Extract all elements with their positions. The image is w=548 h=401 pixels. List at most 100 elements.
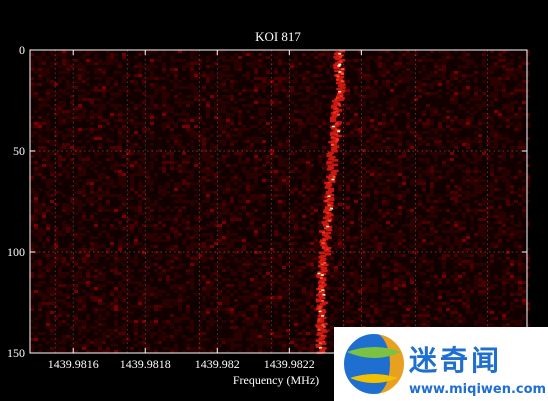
heatmap-noise-cell (382, 275, 386, 278)
heatmap-noise-cell (394, 128, 398, 131)
heatmap-noise-cell (446, 209, 450, 212)
heatmap-noise-cell (74, 59, 78, 62)
heatmap-noise-cell (414, 218, 418, 221)
heatmap-noise-cell (326, 242, 330, 245)
heatmap-noise-cell (374, 167, 378, 170)
heatmap-noise-cell (358, 302, 362, 305)
heatmap-noise-cell (110, 128, 114, 131)
heatmap-noise-cell (38, 116, 42, 119)
heatmap-noise-cell (206, 287, 210, 290)
heatmap-noise-cell (122, 236, 126, 239)
heatmap-noise-cell (394, 269, 398, 272)
heatmap-noise-cell (382, 188, 386, 191)
heatmap-noise-cell (42, 245, 46, 248)
heatmap-noise-cell (494, 317, 498, 320)
heatmap-noise-cell (54, 299, 58, 302)
heatmap-noise-cell (258, 113, 262, 116)
heatmap-noise-cell (178, 302, 182, 305)
heatmap-noise-cell (174, 254, 178, 257)
heatmap-noise-cell (202, 242, 206, 245)
heatmap-noise-cell (234, 239, 238, 242)
heatmap-noise-cell (38, 239, 42, 242)
heatmap-noise-cell (290, 209, 294, 212)
heatmap-noise-cell (434, 92, 438, 95)
heatmap-noise-cell (122, 308, 126, 311)
heatmap-noise-cell (402, 293, 406, 296)
heatmap-noise-cell (150, 74, 154, 77)
heatmap-noise-cell (266, 77, 270, 80)
heatmap-noise-cell (482, 116, 486, 119)
heatmap-noise-cell (342, 233, 346, 236)
heatmap-noise-cell (414, 146, 418, 149)
heatmap-noise-cell (494, 137, 498, 140)
heatmap-noise-cell (310, 158, 314, 161)
heatmap-noise-cell (34, 161, 38, 164)
heatmap-noise-cell (426, 296, 430, 299)
heatmap-noise-cell (246, 170, 250, 173)
heatmap-noise-cell (166, 185, 170, 188)
heatmap-noise-cell (214, 53, 218, 56)
heatmap-noise-cell (206, 173, 210, 176)
heatmap-noise-cell (298, 299, 302, 302)
heatmap-noise-cell (94, 275, 98, 278)
heatmap-noise-cell (390, 74, 394, 77)
heatmap-noise-cell (42, 254, 46, 257)
heatmap-noise-cell (198, 149, 202, 152)
heatmap-noise-cell (454, 194, 458, 197)
heatmap-noise-cell (378, 128, 382, 131)
heatmap-noise-cell (174, 59, 178, 62)
heatmap-noise-cell (94, 296, 98, 299)
heatmap-noise-cell (198, 209, 202, 212)
heatmap-noise-cell (146, 218, 150, 221)
heatmap-noise-cell (142, 254, 146, 257)
heatmap-noise-cell (114, 287, 118, 290)
heatmap-noise-cell (386, 131, 390, 134)
heatmap-noise-cell (34, 197, 38, 200)
heatmap-noise-cell (250, 212, 254, 215)
heatmap-noise-cell (346, 80, 350, 83)
heatmap-noise-cell (46, 317, 50, 320)
heatmap-noise-cell (94, 224, 98, 227)
heatmap-noise-cell (118, 146, 122, 149)
heatmap-noise-cell (110, 152, 114, 155)
heatmap-noise-cell (314, 110, 318, 113)
heatmap-noise-cell (166, 215, 170, 218)
heatmap-noise-cell (50, 107, 54, 110)
heatmap-noise-cell (50, 83, 54, 86)
heatmap-noise-cell (238, 260, 242, 263)
heatmap-noise-cell (426, 281, 430, 284)
heatmap-noise-cell (278, 260, 282, 263)
heatmap-noise-cell (74, 152, 78, 155)
heatmap-noise-cell (490, 71, 494, 74)
heatmap-noise-cell (190, 257, 194, 260)
heatmap-noise-cell (30, 59, 34, 62)
heatmap-noise-cell (106, 80, 110, 83)
heatmap-noise-cell (290, 89, 294, 92)
heatmap-noise-cell (98, 161, 102, 164)
heatmap-noise-cell (230, 107, 234, 110)
heatmap-noise-cell (386, 233, 390, 236)
heatmap-noise-cell (298, 74, 302, 77)
heatmap-noise-cell (366, 65, 370, 68)
heatmap-noise-cell (442, 107, 446, 110)
heatmap-noise-cell (54, 227, 58, 230)
heatmap-noise-cell (170, 89, 174, 92)
heatmap-noise-cell (362, 185, 366, 188)
heatmap-noise-cell (174, 83, 178, 86)
heatmap-noise-cell (122, 200, 126, 203)
heatmap-noise-cell (50, 173, 54, 176)
heatmap-noise-cell (362, 230, 366, 233)
heatmap-noise-cell (318, 161, 322, 164)
heatmap-noise-cell (518, 290, 522, 293)
heatmap-noise-cell (310, 230, 314, 233)
heatmap-noise-cell (410, 299, 414, 302)
heatmap-noise-cell (342, 77, 346, 80)
heatmap-noise-cell (170, 248, 174, 251)
heatmap-noise-cell (510, 263, 514, 266)
heatmap-noise-cell (430, 209, 434, 212)
heatmap-noise-cell (354, 134, 358, 137)
heatmap-noise-cell (498, 215, 502, 218)
heatmap-noise-cell (190, 71, 194, 74)
plot-area (29, 49, 530, 354)
heatmap-noise-cell (138, 212, 142, 215)
